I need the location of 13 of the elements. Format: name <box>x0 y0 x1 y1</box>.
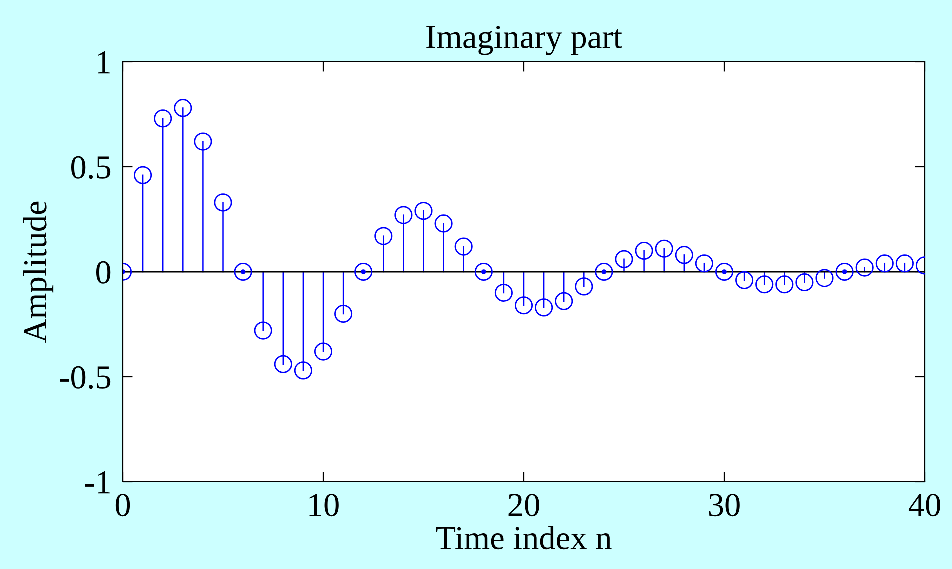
x-axis-title: Time index n <box>436 526 612 550</box>
y-tick-label: 1 <box>98 52 110 74</box>
y-tick-label: -0.5 <box>60 366 111 390</box>
x-tick-label: 40 <box>908 494 940 517</box>
x-tick-label: 10 <box>310 494 339 517</box>
y-tick-label: 0 <box>96 261 111 284</box>
y-tick-label: -1 <box>85 472 110 494</box>
chart-title: Imaginary part <box>426 26 622 56</box>
y-tick-label: 0.5 <box>71 156 111 180</box>
y-axis-title: Amplitude <box>23 202 54 343</box>
x-tick-label: 0 <box>116 494 130 517</box>
x-tick-label: 30 <box>709 494 740 517</box>
x-tick-label: 20 <box>508 494 540 517</box>
